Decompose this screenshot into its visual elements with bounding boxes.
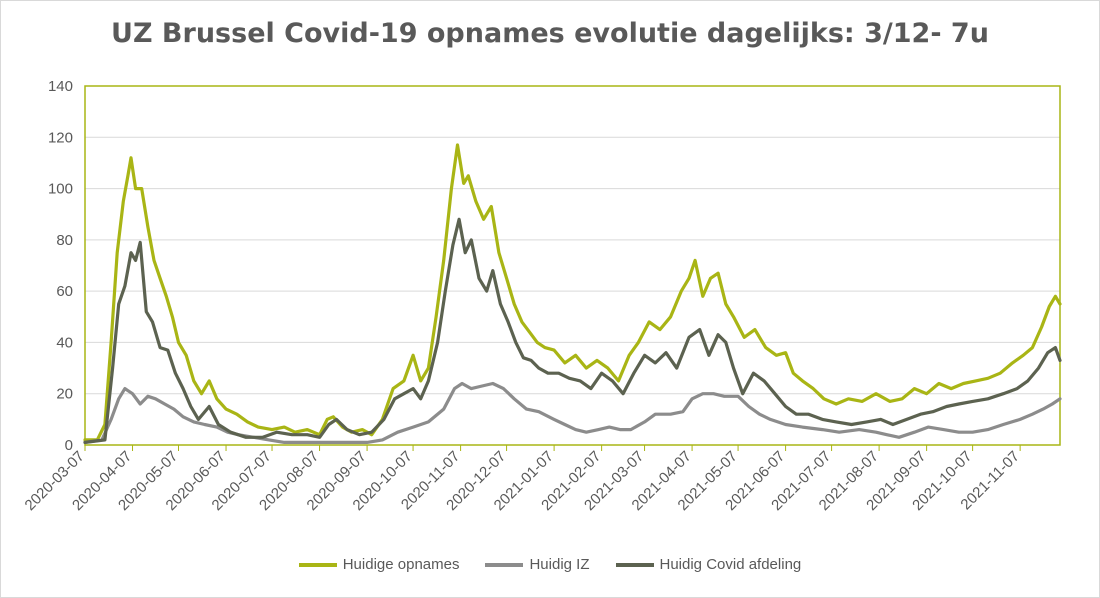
legend: Huidige opnames Huidig IZ Huidig Covid afd… (0, 556, 1100, 573)
y-tick-label: 80 (56, 232, 73, 249)
y-tick-label: 20 (56, 386, 73, 403)
legend-swatch (298, 562, 337, 567)
legend-swatch (615, 562, 654, 567)
y-tick-label: 0 (65, 437, 73, 454)
y-tick-label: 40 (56, 334, 73, 351)
plot-area-border (84, 85, 1061, 446)
y-tick-label: 60 (56, 283, 73, 300)
legend-label: Huidig Covid afdeling (659, 556, 802, 573)
y-tick-label: 100 (48, 181, 73, 198)
legend-item-1: Huidige opnames (298, 556, 460, 573)
legend-swatch (485, 562, 524, 567)
chart-title: UZ Brussel Covid-19 opnames evolutie dag… (111, 18, 989, 49)
y-tick-label: 140 (48, 78, 73, 95)
series-line-1 (83, 143, 1062, 442)
legend-label: Huidig IZ (529, 556, 590, 573)
y-tick-label: 120 (48, 129, 73, 146)
series-line-2 (83, 381, 1062, 444)
legend-item-3: Huidig Covid afdeling (615, 556, 802, 573)
legend-label: Huidige opnames (342, 556, 460, 573)
series-line-3 (83, 217, 1062, 444)
legend-item-2: Huidig IZ (485, 556, 590, 573)
